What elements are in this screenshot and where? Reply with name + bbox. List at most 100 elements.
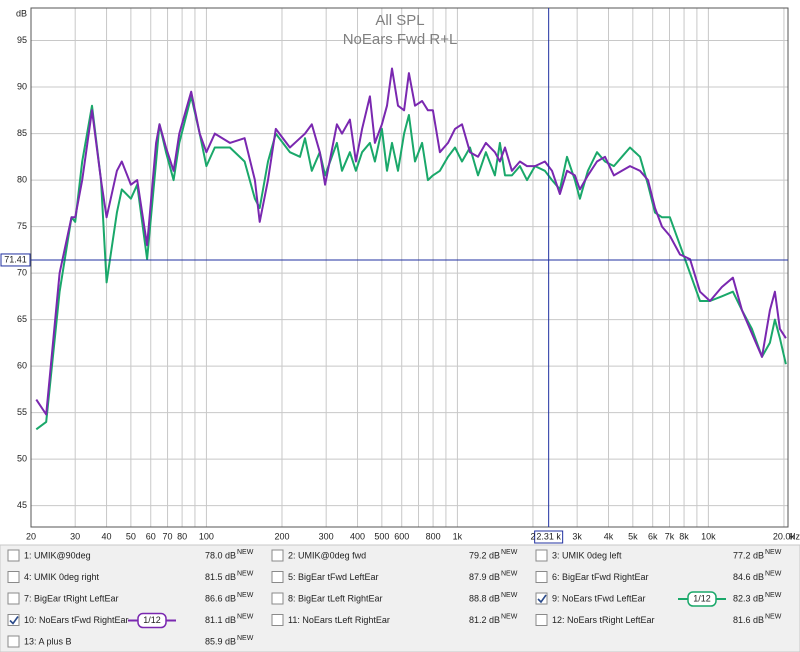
cursor-y-label: 71.41 [4,254,27,264]
legend-level: 88.8 dB [469,593,500,603]
y-tick-label: 45 [17,500,27,510]
chart-subtitle: NoEars Fwd R+L [343,31,458,48]
checkbox[interactable] [7,571,20,583]
x-tick-label: 70 [163,531,173,541]
legend-level: 82.3 dB [733,593,764,603]
legend-badge: NEW [237,549,254,556]
series-line [35,67,787,416]
y-tick-label: 55 [17,407,27,417]
legend-level: 87.9 dB [469,572,500,582]
checkmark [537,594,547,604]
checkbox[interactable] [271,549,284,562]
y-tick-label: 60 [17,360,27,370]
legend-name[interactable]: 6: BigEar tFwd RightEar [552,572,649,582]
legend-badge: NEW [501,570,518,577]
legend-name[interactable]: 12: NoEars tRight LeftEar [552,615,655,625]
cursor-x-label: 2.31 k [536,531,561,541]
x-tick-label: 7k [665,531,675,541]
x-tick-label: 2 [530,531,535,541]
checkbox[interactable] [7,635,20,648]
x-tick-label: 500 [374,531,389,541]
x-tick-label: 40 [102,531,112,541]
legend-name[interactable]: 7: BigEar tRight LeftEar [24,593,119,603]
chart-title: All SPL [375,12,424,29]
y-tick-label: 80 [17,174,27,184]
y-tick-label: 75 [17,221,27,231]
legend-name[interactable]: 5: BigEar tFwd LeftEar [288,572,379,582]
x-tick-label: 1k [453,531,463,541]
x-tick-label: 30 [70,531,80,541]
checkbox[interactable] [535,614,548,626]
cursor: 71.41 2.31 k [0,8,788,544]
checkbox[interactable] [7,592,20,605]
x-tick-label: 400 [350,531,365,541]
smoothing-badge[interactable] [687,591,717,607]
checkbox[interactable] [535,549,548,562]
x-axis-label: Hz [789,531,800,541]
cursor-y-box [0,253,31,267]
checkbox[interactable] [7,549,20,562]
legend-badge: NEW [237,635,254,642]
legend-level: 81.1 dB [205,615,236,625]
legend-name[interactable]: 9: NoEars tFwd LeftEar [552,593,646,603]
legend-name[interactable]: 4: UMIK 0deg right [24,572,100,582]
legend-badge: NEW [501,592,518,599]
plot-lines [35,67,787,431]
x-tick-label: 600 [394,531,409,541]
x-tick-label: 5k [628,531,638,541]
checkbox[interactable] [535,592,548,605]
legend-level: 81.5 dB [205,572,236,582]
legend-name[interactable]: 2: UMIK@0deg fwd [288,550,366,560]
y-tick-label: 50 [17,453,27,463]
y-tick-label: 70 [17,267,27,277]
checkbox[interactable] [535,571,548,583]
x-tick-label: 80 [177,531,187,541]
legend-name[interactable]: 11: NoEars tLeft RightEar [288,615,390,625]
legend-level: 81.2 dB [469,615,500,625]
y-axis-label: dB [16,8,27,18]
legend-level: 85.9 dB [205,636,236,646]
legend-level: 84.6 dB [733,572,764,582]
series-line [35,95,787,431]
x-tick-label: 10k [701,531,716,541]
y-tick-label: 65 [17,314,27,324]
x-tick-label: 50 [126,531,136,541]
smoothing-label: 1/12 [143,615,161,625]
legend-level: 86.6 dB [205,593,236,603]
legend-badge: NEW [501,613,518,620]
legend-badge: NEW [765,592,782,599]
legend-name[interactable]: 1: UMIK@90deg [24,550,91,560]
legend-badge: NEW [501,549,518,556]
legend-badge: NEW [765,570,782,577]
legend-badge: NEW [237,613,254,620]
x-tick-label: 20.0k [773,531,796,541]
checkbox[interactable] [271,571,284,583]
x-tick-label: 4k [604,531,614,541]
legend-badge: NEW [237,570,254,577]
x-tick-label: 8k [679,531,689,541]
x-tick-label: 300 [319,531,334,541]
x-tick-label: 60 [146,531,156,541]
checkbox[interactable] [271,592,284,605]
legend-name[interactable]: 10: NoEars tFwd RightEar [24,615,129,625]
y-tick-label: 95 [17,35,27,45]
x-tick-label: 6k [648,531,658,541]
checkbox[interactable] [271,614,284,626]
y-tick-label: 90 [17,81,27,91]
legend-name[interactable]: 13: A plus B [24,636,72,646]
y-tick-label: 85 [17,128,27,138]
checkbox[interactable] [7,614,20,626]
x-tick-label: 100 [199,531,214,541]
legend-name[interactable]: 8: BigEar tLeft RightEar [288,593,383,603]
smoothing-badge[interactable] [137,612,167,629]
cursor-x-box [534,530,564,544]
x-tick-label: 3k [572,531,582,541]
plot-frame [30,7,789,528]
legend-name[interactable]: 3: UMIK 0deg left [552,550,622,560]
legend-badge: NEW [237,592,254,599]
legend-badge: NEW [765,549,782,556]
x-tick-label: 800 [426,531,441,541]
legend-panel [0,544,800,652]
